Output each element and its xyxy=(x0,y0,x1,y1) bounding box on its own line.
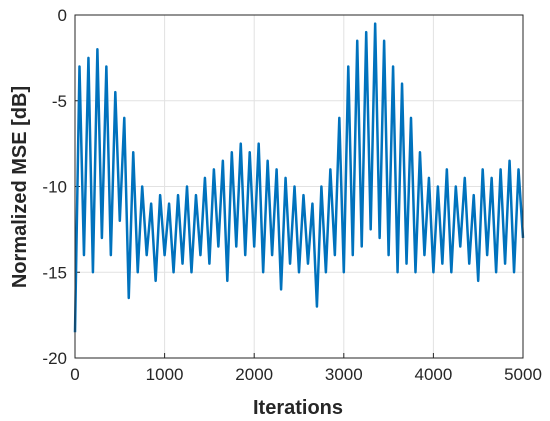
x-tick-label: 1000 xyxy=(146,365,184,384)
x-tick-label: 2000 xyxy=(235,365,273,384)
x-tick-label: 4000 xyxy=(414,365,452,384)
x-tick-label: 5000 xyxy=(504,365,542,384)
y-tick-label: -10 xyxy=(42,178,67,197)
y-axis-label: Normalized MSE [dB] xyxy=(9,86,31,288)
y-tick-label: -5 xyxy=(52,92,67,111)
y-tick-label: -20 xyxy=(42,349,67,368)
y-tick-label: 0 xyxy=(58,6,67,25)
x-tick-label: 0 xyxy=(70,365,79,384)
data-line xyxy=(73,22,525,333)
x-axis-label: Iterations xyxy=(253,397,343,419)
plot-frame xyxy=(74,14,524,359)
y-tick-label: -15 xyxy=(42,263,67,282)
x-tick-label: 3000 xyxy=(325,365,363,384)
